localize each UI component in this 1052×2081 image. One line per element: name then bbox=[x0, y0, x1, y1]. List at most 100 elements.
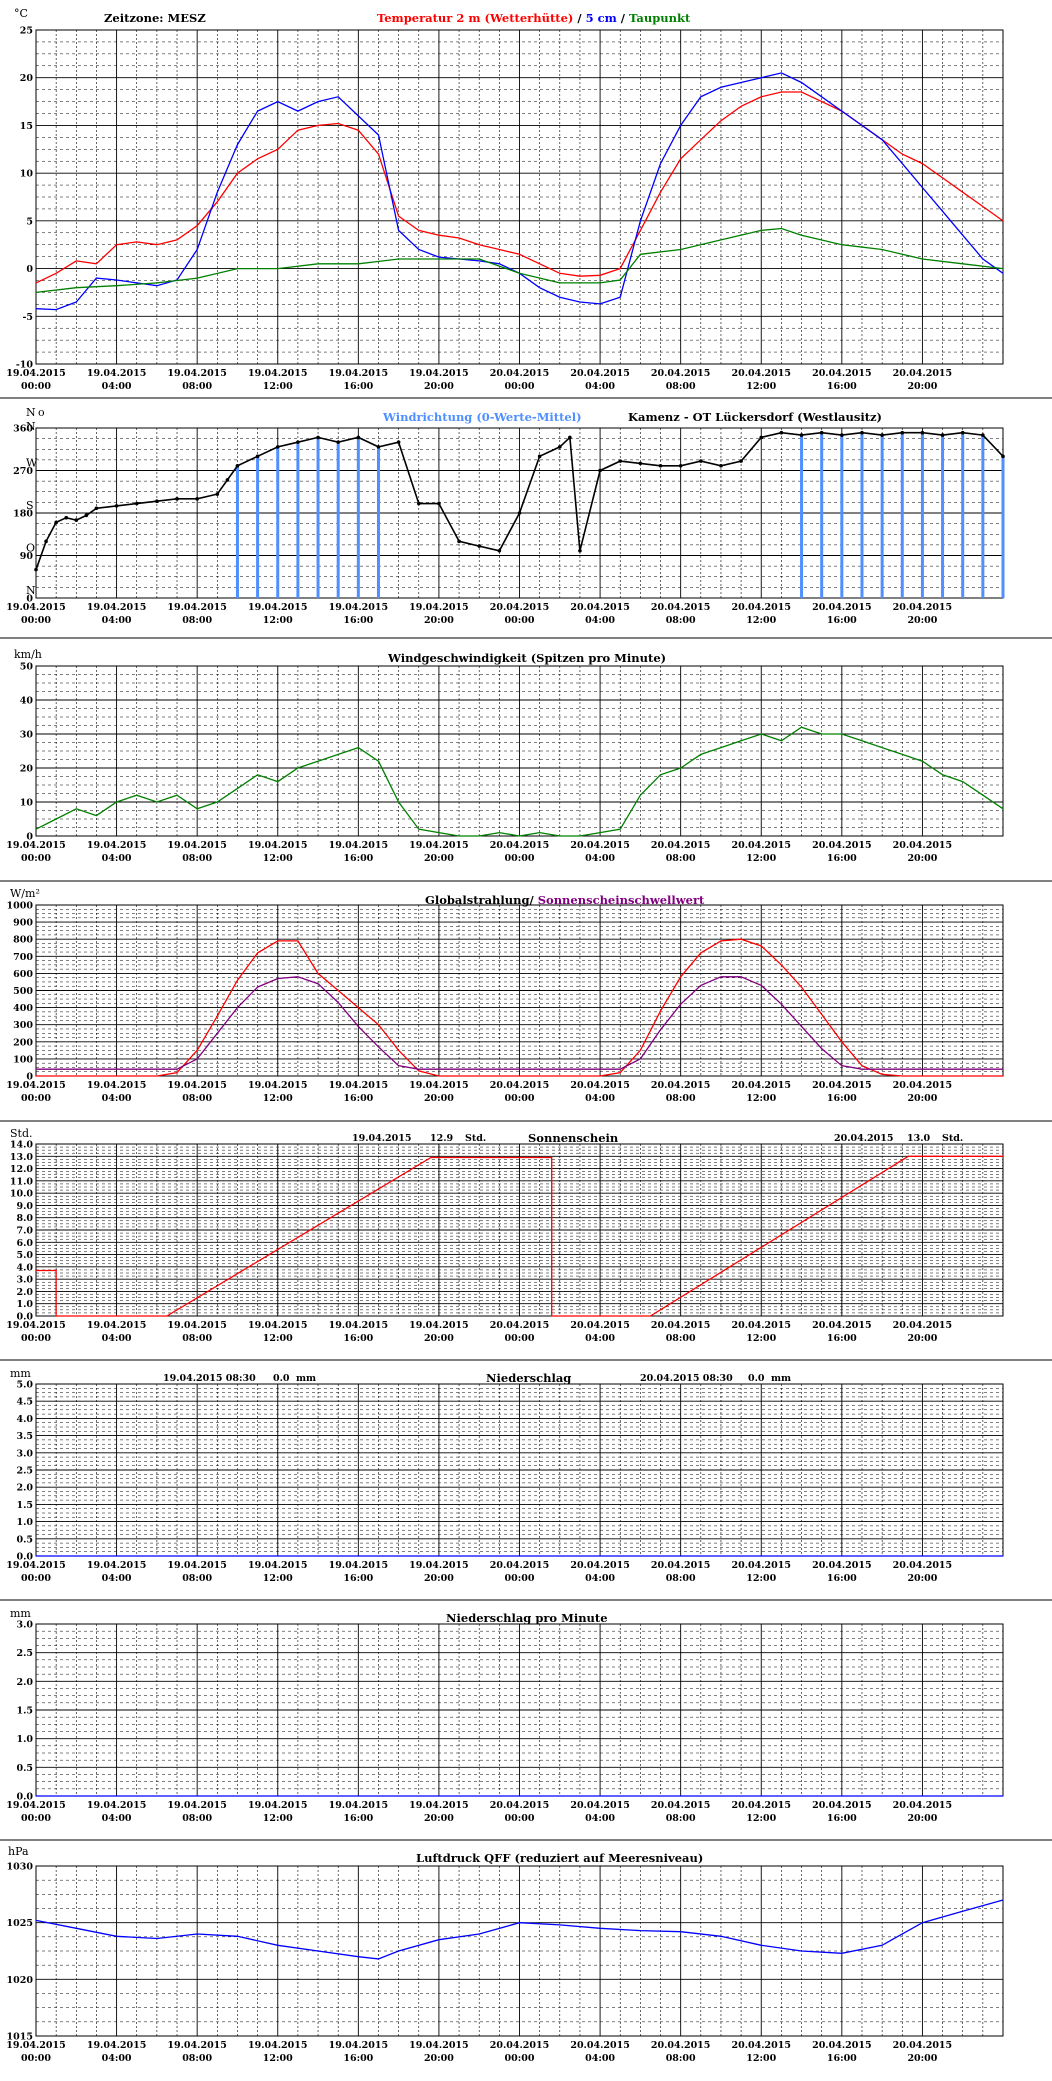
station-label: Kamenz - OT Lückersdorf (Westlausitz) bbox=[628, 410, 882, 424]
x-tick-time: 20:00 bbox=[907, 615, 937, 626]
x-tick-time: 04:00 bbox=[102, 2053, 132, 2064]
series-line bbox=[35, 227, 1004, 294]
x-tick-date: 19.04.2015 bbox=[409, 840, 469, 851]
data-point bbox=[618, 459, 623, 463]
x-tick-date: 20.04.2015 bbox=[490, 2040, 550, 2051]
x-tick-date: 20.04.2015 bbox=[490, 602, 550, 613]
x-tick-date: 19.04.2015 bbox=[87, 1560, 147, 1571]
unit-label: W/m² bbox=[10, 887, 40, 900]
x-tick-time: 16:00 bbox=[343, 615, 373, 626]
panel-pressure: hPa Luftdruck QFF (reduziert auf Meeresn… bbox=[6, 1845, 1004, 2064]
x-tick-date: 20.04.2015 bbox=[570, 840, 630, 851]
direction-label: W bbox=[26, 457, 38, 470]
x-tick-time: 04:00 bbox=[102, 1813, 132, 1824]
unit-label: °C bbox=[14, 7, 28, 20]
x-tick-time: 04:00 bbox=[102, 381, 132, 392]
plot-area: 103010251020101519.04.201500:0019.04.201… bbox=[6, 1862, 1004, 2064]
x-tick-time: 12:00 bbox=[746, 1573, 776, 1584]
data-point bbox=[719, 463, 723, 468]
data-point bbox=[678, 463, 683, 468]
x-tick-date: 19.04.2015 bbox=[248, 602, 308, 613]
x-tick-date: 19.04.2015 bbox=[248, 840, 308, 851]
y-tick-label: 200 bbox=[13, 1037, 33, 1048]
day1-unit: mm bbox=[296, 1373, 316, 1384]
data-point bbox=[54, 520, 58, 525]
x-tick-date: 19.04.2015 bbox=[167, 1560, 227, 1571]
data-point bbox=[316, 435, 320, 440]
x-tick-time: 04:00 bbox=[585, 1333, 615, 1344]
x-tick-date: 19.04.2015 bbox=[329, 1800, 389, 1811]
y-tick-label: 11.0 bbox=[10, 1176, 34, 1187]
x-tick-time: 16:00 bbox=[827, 853, 857, 864]
data-point bbox=[477, 544, 482, 548]
x-tick-time: 00:00 bbox=[21, 1093, 51, 1104]
data-point bbox=[275, 445, 280, 449]
x-tick-date: 20.04.2015 bbox=[732, 1320, 792, 1331]
x-tick-time: 20:00 bbox=[907, 1573, 937, 1584]
day2-value: 0.0 bbox=[748, 1373, 765, 1384]
x-tick-time: 16:00 bbox=[343, 853, 373, 864]
series-label-t5: 5 cm bbox=[586, 11, 617, 25]
panel-wind-direction: N o Windrichtung (0-Werte-Mittel) Kamenz… bbox=[6, 406, 1005, 626]
x-tick-time: 08:00 bbox=[182, 1573, 212, 1584]
unit-label: N bbox=[26, 406, 36, 419]
y-tick-label: 2.0 bbox=[16, 1483, 33, 1494]
day2-unit: Std. bbox=[942, 1133, 963, 1144]
x-tick-date: 19.04.2015 bbox=[329, 2040, 389, 2051]
day1-unit: Std. bbox=[465, 1133, 486, 1144]
direction-label: N bbox=[26, 584, 36, 597]
x-tick-date: 19.04.2015 bbox=[409, 1080, 469, 1091]
data-point bbox=[134, 501, 139, 506]
y-tick-label: 1020 bbox=[7, 1975, 34, 1986]
unit-label: mm bbox=[10, 1367, 31, 1380]
y-tick-label: 0 bbox=[26, 594, 33, 605]
data-point bbox=[175, 497, 179, 501]
x-tick-time: 20:00 bbox=[424, 381, 454, 392]
y-tick-label: 3.0 bbox=[16, 1448, 33, 1459]
x-tick-date: 19.04.2015 bbox=[409, 368, 469, 379]
x-tick-time: 08:00 bbox=[666, 853, 696, 864]
x-tick-time: 16:00 bbox=[343, 381, 373, 392]
data-point bbox=[960, 430, 965, 435]
x-tick-date: 20.04.2015 bbox=[570, 1080, 630, 1091]
y-tick-label: 8.0 bbox=[16, 1213, 33, 1224]
x-tick-time: 16:00 bbox=[343, 1813, 373, 1824]
x-tick-date: 20.04.2015 bbox=[812, 368, 872, 379]
y-tick-label: 50 bbox=[20, 662, 34, 673]
y-tick-label: 1.0 bbox=[16, 1299, 33, 1310]
y-tick-label: 1030 bbox=[7, 1862, 34, 1873]
y-tick-label: 500 bbox=[13, 986, 33, 997]
x-tick-date: 20.04.2015 bbox=[651, 602, 711, 613]
y-tick-label: 0 bbox=[26, 832, 33, 843]
x-tick-date: 20.04.2015 bbox=[490, 1800, 550, 1811]
x-tick-time: 00:00 bbox=[505, 1333, 535, 1344]
y-tick-label: 6.0 bbox=[16, 1238, 33, 1249]
x-tick-time: 08:00 bbox=[666, 381, 696, 392]
x-tick-date: 19.04.2015 bbox=[6, 1080, 66, 1091]
x-tick-time: 00:00 bbox=[21, 615, 51, 626]
plot-area: 2520151050-5-1019.04.201500:0019.04.2015… bbox=[6, 26, 1004, 392]
x-tick-time: 12:00 bbox=[746, 1093, 776, 1104]
plot-area: 1000900800700600500400300200100019.04.20… bbox=[6, 901, 1004, 1104]
x-tick-time: 08:00 bbox=[182, 1093, 212, 1104]
x-tick-time: 16:00 bbox=[343, 1333, 373, 1344]
data-point bbox=[900, 430, 905, 435]
y-tick-label: 0.5 bbox=[16, 1534, 33, 1545]
x-tick-date: 19.04.2015 bbox=[409, 1560, 469, 1571]
x-tick-date: 19.04.2015 bbox=[167, 2040, 227, 2051]
y-tick-label: 0.0 bbox=[16, 1552, 33, 1563]
x-tick-time: 12:00 bbox=[263, 1093, 293, 1104]
x-tick-date: 19.04.2015 bbox=[248, 1080, 308, 1091]
x-tick-date: 20.04.2015 bbox=[490, 840, 550, 851]
data-point bbox=[416, 501, 421, 506]
x-tick-time: 20:00 bbox=[424, 1573, 454, 1584]
data-point bbox=[64, 515, 69, 520]
x-tick-date: 19.04.2015 bbox=[167, 1800, 227, 1811]
y-tick-label: 180 bbox=[13, 509, 33, 520]
day1-value: 12.9 bbox=[430, 1133, 454, 1144]
x-tick-time: 08:00 bbox=[182, 1813, 212, 1824]
x-tick-time: 08:00 bbox=[182, 1333, 212, 1344]
data-point bbox=[598, 468, 602, 473]
y-tick-label: 300 bbox=[13, 1020, 33, 1031]
